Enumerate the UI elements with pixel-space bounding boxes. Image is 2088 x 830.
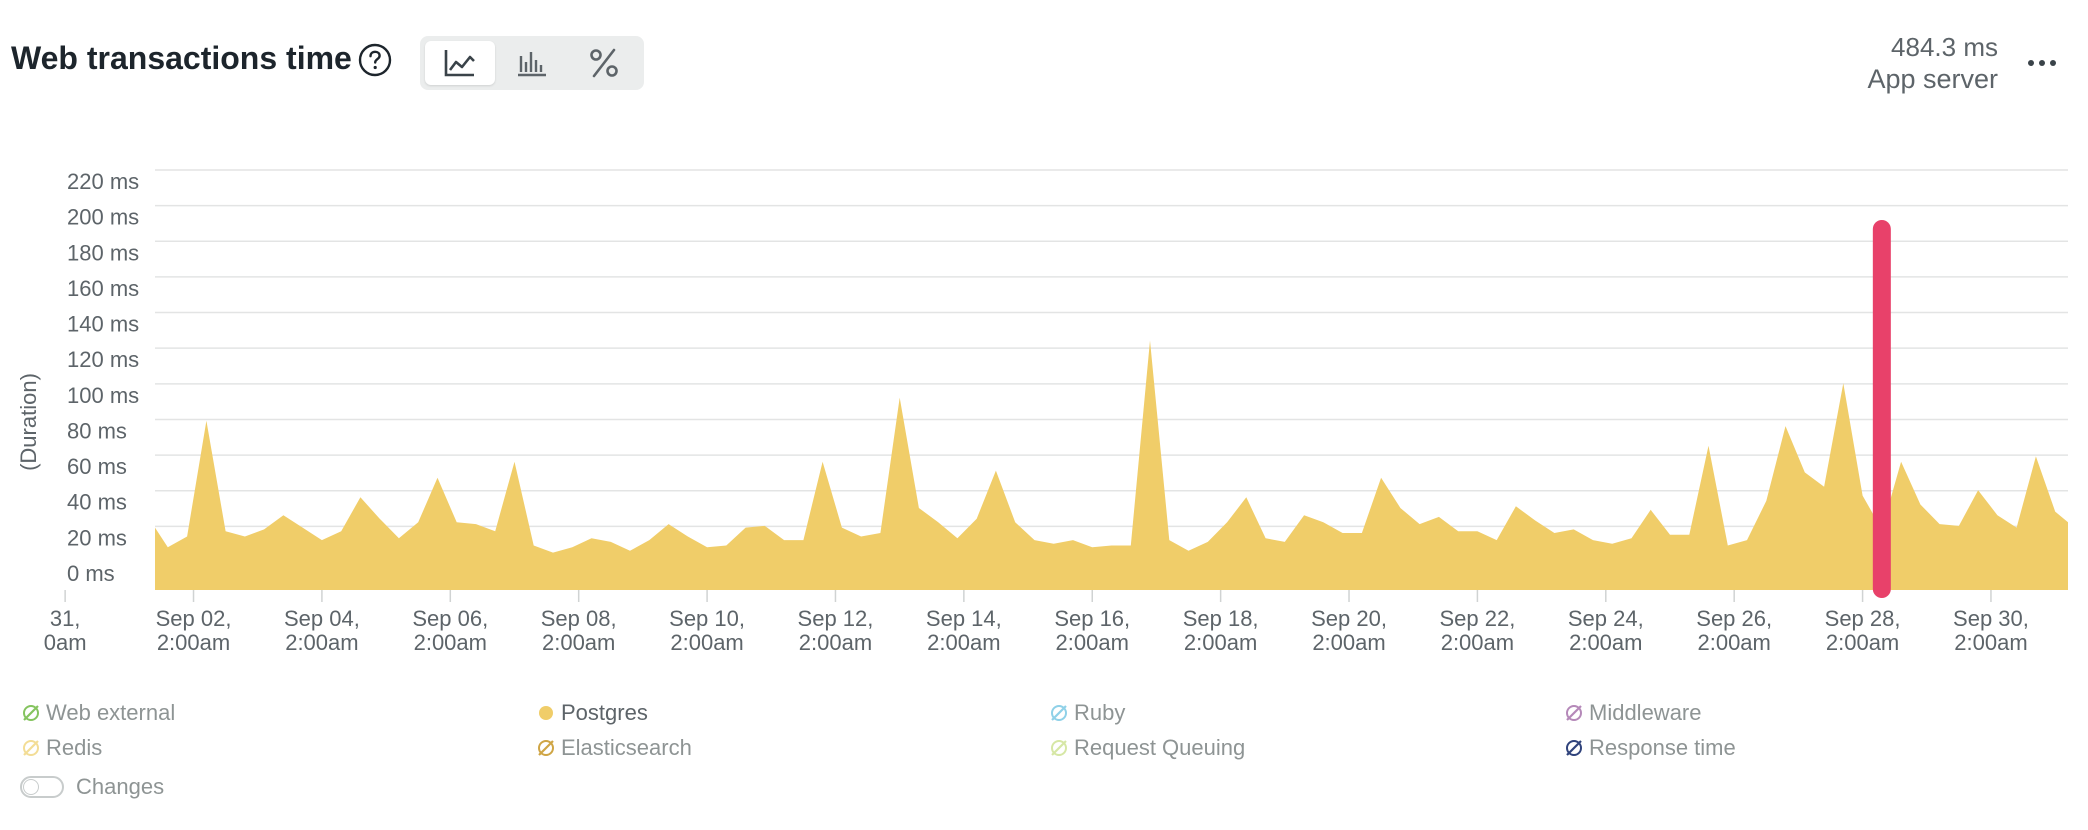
x-tick-label: 31, [50,606,81,631]
x-tick-label: Sep 24, [1568,606,1644,631]
summary-label: App server [1867,64,1998,94]
x-tick-label: Sep 16, [1054,606,1130,631]
y-tick-label: 100 ms [67,383,139,408]
legend-label: Response time [1589,735,1736,760]
legend-item[interactable]: Response time [1563,735,1736,761]
x-tick-label: Sep 06, [412,606,488,631]
chart-type-toggle [420,36,644,90]
legend-disabled-icon [1566,705,1582,721]
x-tick-label: 2:00am [285,630,358,655]
bar-chart-toggle[interactable] [497,41,567,85]
y-tick-label: 140 ms [67,312,139,337]
x-tick-label: 2:00am [1826,630,1899,655]
y-tick-label: 60 ms [67,454,127,479]
x-tick-label: Sep 30, [1953,606,2029,631]
y-axis-label: (Duration) [16,373,41,471]
x-tick-label: 2:00am [157,630,230,655]
y-tick-label: 180 ms [67,240,139,265]
x-tick-label: 2:00am [1184,630,1257,655]
legend-label: Ruby [1074,700,1126,725]
y-tick-label: 200 ms [67,205,139,230]
x-tick-label: 2:00am [1697,630,1770,655]
x-tick-label: Sep 28, [1825,606,1901,631]
x-tick-label: Sep 02, [156,606,232,631]
x-tick-label: Sep 04, [284,606,360,631]
y-axis-ticks: 0 ms 20 ms 40 ms 60 ms 80 ms 100 ms 120 ms 140 … [67,169,139,586]
x-tick-label: Sep 08, [541,606,617,631]
time-marker[interactable] [1872,220,1891,598]
legend-item[interactable]: Middleware [1563,700,1702,726]
changes-toggle[interactable]: Changes [20,774,164,800]
legend-item[interactable]: Web external [20,700,175,726]
y-tick-label: 40 ms [67,490,127,515]
postgres-area[interactable] [155,340,2068,591]
x-tick-label: Sep 22, [1439,606,1515,631]
legend-label: Postgres [561,700,648,725]
legend-disabled-icon [1566,740,1582,756]
line-chart-toggle[interactable] [425,41,495,85]
legend-disabled-icon [23,740,39,756]
chart-legend: Web external Postgres Ruby Middleware Redis E… [0,700,2088,820]
changes-label: Changes [76,774,165,799]
y-tick-label: 80 ms [67,418,127,443]
summary-value: 484.3 ms [1891,32,1998,62]
legend-item[interactable]: Postgres [535,700,648,726]
legend-label: Web external [46,700,176,725]
legend-item[interactable]: Ruby [1048,700,1125,726]
x-tick-label: 2:00am [670,630,743,655]
x-tick-label: 2:00am [927,630,1000,655]
x-tick-label: Sep 14, [926,606,1002,631]
legend-disabled-icon [538,740,554,756]
chart-title: Web transactions time [11,40,352,76]
x-tick-label: 2:00am [1056,630,1129,655]
legend-label: Redis [46,735,103,760]
changes-switch[interactable] [20,776,64,798]
percent-icon [590,48,618,78]
y-tick-label: 220 ms [67,169,139,194]
legend-label: Middleware [1589,700,1702,725]
x-tick-label: Sep 18, [1183,606,1259,631]
legend-disabled-icon [23,705,39,721]
x-tick-label: 2:00am [542,630,615,655]
x-tick-label: 2:00am [1954,630,2027,655]
legend-disabled-icon [1051,705,1067,721]
x-tick-label: 2:00am [414,630,487,655]
question-circle-icon[interactable] [358,43,392,77]
x-tick-label: Sep 10, [669,606,745,631]
y-tick-label: 160 ms [67,276,139,301]
x-tick-label: 2:00am [1569,630,1642,655]
x-tick-label: 2:00am [1441,630,1514,655]
x-tick-label: Sep 20, [1311,606,1387,631]
line-chart-icon [444,50,475,77]
legend-item[interactable]: Request Queuing [1048,735,1245,761]
legend-item[interactable]: Redis [20,735,102,761]
legend-dot-icon [539,706,553,720]
chart-header: Web transactions time 484.3 ms A [0,0,2088,130]
x-tick-label: 2:00am [799,630,872,655]
marker-layer [1872,220,1891,598]
y-tick-label: 120 ms [67,347,139,372]
legend-item[interactable]: Elasticsearch [535,735,692,761]
area-series [155,340,2068,591]
legend-disabled-icon [1051,740,1067,756]
x-tick-label: Sep 26, [1696,606,1772,631]
bar-chart-icon [518,52,546,77]
x-tick-label: Sep 12, [798,606,874,631]
y-tick-label: 20 ms [67,525,127,550]
x-tick-label: 2:00am [1312,630,1385,655]
web-transactions-chart[interactable]: 0 ms 20 ms 40 ms 60 ms 80 ms 100 ms 120 ms 140 … [0,130,2088,680]
more-horizontal-icon[interactable] [2022,44,2062,80]
x-tick-label: 0am [44,630,87,655]
legend-label: Elasticsearch [561,735,692,760]
percent-toggle[interactable] [569,41,639,85]
y-tick-label: 0 ms [67,561,115,586]
legend-label: Request Queuing [1074,735,1246,760]
